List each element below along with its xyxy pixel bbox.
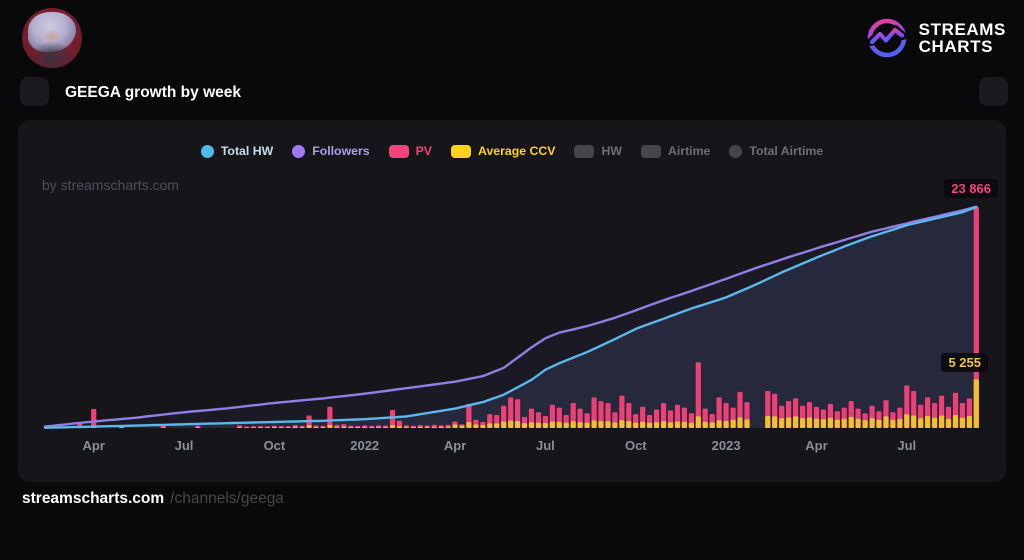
brand-name: STREAMS CHARTS	[918, 19, 1006, 56]
x-axis-tick-oct: Oct	[625, 438, 647, 453]
x-axis-tick-apr: Apr	[805, 438, 827, 453]
legend-swatch-total-airtime	[729, 144, 743, 158]
x-axis-tick-jul: Jul	[175, 438, 194, 453]
legend-swatch-pv	[388, 144, 409, 158]
legend-label-average-ccv: Average CCV	[478, 144, 556, 158]
legend-item-hw[interactable]: HW	[574, 144, 622, 158]
streams-charts-logo-icon	[866, 18, 907, 58]
x-axis-tick-jul: Jul	[897, 438, 916, 453]
avatar-art-shade	[30, 42, 74, 68]
x-axis-tick-2022: 2022	[350, 438, 379, 453]
x-axis-tick-apr: Apr	[444, 438, 466, 453]
legend-swatch-total-hw	[200, 144, 214, 158]
legend-label-total-airtime: Total Airtime	[749, 144, 824, 158]
legend-swatch-airtime	[640, 144, 661, 158]
legend-item-average-ccv[interactable]: Average CCV	[451, 144, 555, 158]
brand-name-line1: STREAMS	[918, 19, 1006, 39]
legend-label-total-hw: Total HW	[220, 144, 274, 158]
watermark: by streamscharts.com	[42, 177, 179, 193]
avatar-art-face	[44, 30, 62, 44]
legend-swatch-hw	[574, 144, 595, 158]
footer-site: streamscharts.com	[22, 490, 165, 507]
brand-name-line2: CHARTS	[918, 37, 994, 56]
ccv-final-value-label: 5 255	[941, 353, 988, 372]
legend-label-pv: PV	[415, 144, 433, 158]
growth-chart-svg[interactable]: Apr Jul Oct 2022 Apr Jul Oct 2023 Apr Jul	[18, 120, 1006, 482]
legend-label-hw: HW	[601, 144, 622, 158]
x-axis-tick-oct: Oct	[264, 438, 286, 453]
streams-charts-logo[interactable]: STREAMS CHARTS	[865, 16, 1006, 60]
legend-item-total-airtime[interactable]: Total Airtime	[729, 144, 823, 158]
legend-item-pv[interactable]: PV	[388, 144, 433, 158]
chart-panel: by streamscharts.com Total HW Followers PV…	[18, 120, 1006, 482]
pv-final-value-label: 23 866	[944, 179, 998, 198]
title-leading-icon[interactable]	[20, 77, 49, 106]
legend-swatch-followers	[292, 144, 306, 158]
legend-label-followers: Followers	[312, 144, 370, 158]
page-title: GEEGA growth by week	[65, 84, 241, 101]
legend-swatch-average-ccv	[451, 144, 472, 158]
legend-item-airtime[interactable]: Airtime	[640, 144, 711, 158]
footer-path: /channels/geega	[170, 490, 284, 507]
x-axis-tick-apr: Apr	[83, 438, 105, 453]
x-axis-tick-2023: 2023	[712, 438, 741, 453]
legend-label-airtime: Airtime	[667, 144, 711, 158]
legend-item-total-hw[interactable]: Total HW	[200, 144, 274, 158]
channel-avatar[interactable]	[22, 8, 82, 68]
footer: streamscharts.com /channels/geega	[22, 490, 284, 508]
chart-legend: Total HW Followers PV Average CCV HW Airtime T…	[18, 144, 1006, 158]
x-axis-tick-jul: Jul	[536, 438, 555, 453]
legend-item-followers[interactable]: Followers	[292, 144, 370, 158]
title-trailing-icon[interactable]	[979, 77, 1008, 106]
